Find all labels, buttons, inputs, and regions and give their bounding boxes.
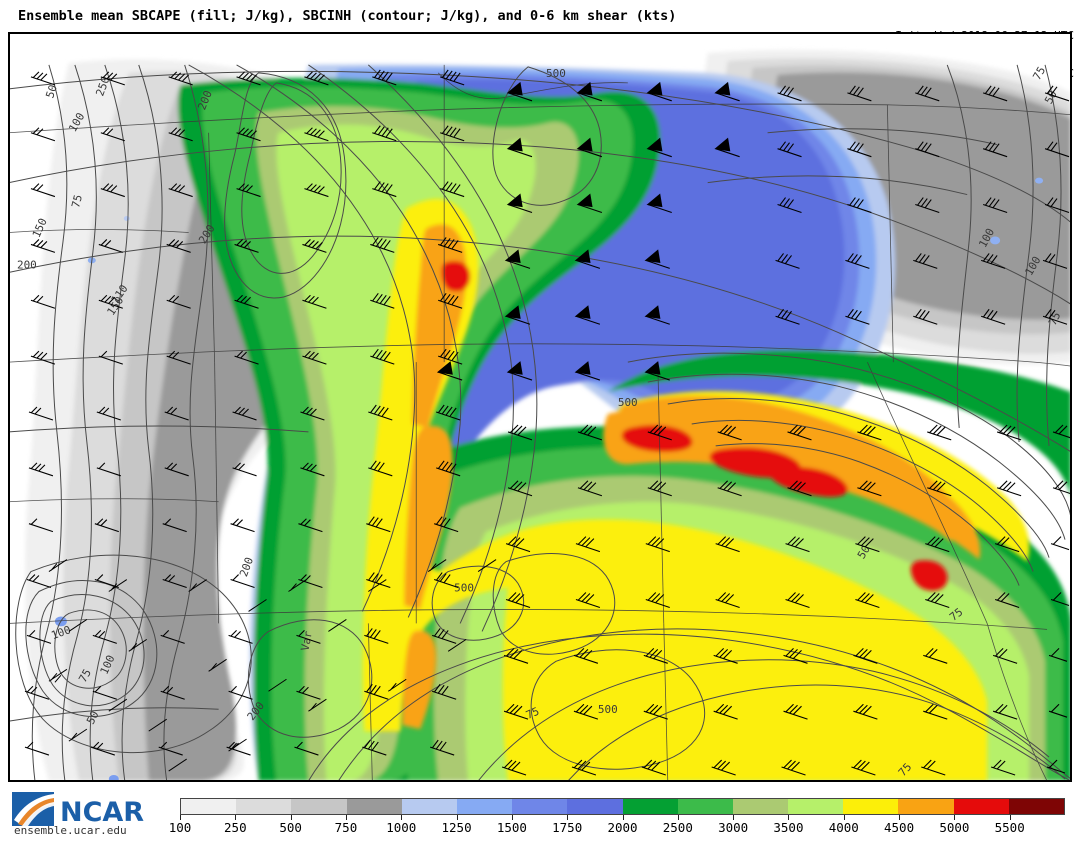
- ncar-logo-mark: NCAR: [12, 792, 144, 828]
- svg-text:75: 75: [76, 667, 94, 685]
- colorbar-swatch-750[interactable]: [346, 799, 402, 814]
- svg-text:50: 50: [84, 709, 102, 727]
- weather-map-canvas[interactable]: 50 100 250 200 75 150 200 110 150 200 20…: [9, 33, 1071, 781]
- colorbar-tick: [788, 815, 790, 820]
- colorbar-tick: [345, 815, 347, 820]
- svg-text:500: 500: [454, 582, 474, 595]
- svg-text:250: 250: [93, 75, 112, 98]
- colorbar-tick-label: 4500: [884, 820, 915, 835]
- colorbar-swatch-1750[interactable]: [567, 799, 623, 814]
- colorbar-swatch-1250[interactable]: [456, 799, 513, 814]
- svg-text:200: 200: [237, 556, 256, 579]
- ncar-wordmark: NCAR: [60, 797, 144, 828]
- map-panel[interactable]: 50 100 250 200 75 150 200 110 150 200 20…: [8, 32, 1072, 782]
- colorbar-tick: [180, 815, 181, 820]
- colorbar-tick-label: 5000: [939, 820, 970, 835]
- colorbar-tick: [622, 815, 624, 820]
- colorbar-swatch-3000[interactable]: [732, 799, 789, 814]
- colorbar-swatch-5500[interactable]: [1008, 799, 1064, 814]
- svg-text:500: 500: [618, 396, 638, 409]
- cape-colorbar-ticks: 100 250 500 750 1000 1250 1500 1750 2000 2500 3000…: [0, 815, 1080, 841]
- colorbar-tick-label: 500: [279, 820, 302, 835]
- colorbar-tick-label: 1750: [552, 820, 583, 835]
- colorbar-swatch-500[interactable]: [291, 799, 347, 814]
- page-title: Ensemble mean SBCAPE (fill; J/kg), SBCIN…: [18, 8, 677, 24]
- colorbar-tick-label: 3000: [718, 820, 749, 835]
- colorbar-tick-label: 2000: [607, 820, 638, 835]
- colorbar-swatch-4500[interactable]: [898, 799, 954, 814]
- colorbar-tick-label: 2500: [662, 820, 693, 835]
- colorbar-tick-label: 1000: [386, 820, 417, 835]
- svg-text:200: 200: [17, 258, 37, 271]
- svg-text:50: 50: [43, 83, 59, 100]
- colorbar-tick-label: 750: [334, 820, 358, 835]
- svg-text:75: 75: [947, 605, 965, 623]
- colorbar-tick-label: 3500: [773, 820, 804, 835]
- colorbar-tick-label: 250: [224, 820, 247, 835]
- colorbar-swatch-1000[interactable]: [401, 799, 457, 814]
- colorbar-tick-label: 4000: [828, 820, 859, 835]
- colorbar-tick-label: 100: [168, 820, 192, 835]
- colorbar-tick: [235, 815, 237, 820]
- svg-text:75: 75: [524, 705, 541, 722]
- colorbar-swatch-2000[interactable]: [622, 799, 678, 814]
- colorbar-swatch-2500[interactable]: [677, 799, 733, 814]
- svg-text:500: 500: [598, 703, 618, 716]
- svg-text:75: 75: [1030, 64, 1048, 82]
- colorbar-tick-label: 1250: [441, 820, 472, 835]
- ncar-site-url[interactable]: ensemble.ucar.edu: [14, 824, 127, 837]
- colorbar-swatch-3500[interactable]: [788, 799, 844, 814]
- svg-text:75: 75: [1046, 310, 1063, 328]
- colorbar-swatch-100[interactable]: [181, 799, 237, 814]
- colorbar-swatch-1500[interactable]: [512, 799, 568, 814]
- colorbar-tick: [677, 815, 679, 820]
- colorbar-tick: [290, 815, 292, 820]
- colorbar-tick: [843, 815, 845, 820]
- svg-text:100: 100: [49, 623, 72, 642]
- colorbar-tick: [899, 815, 901, 820]
- colorbar-tick-label: 1500: [496, 820, 527, 835]
- ncar-logo[interactable]: NCAR: [12, 790, 172, 838]
- svg-text:500: 500: [546, 67, 566, 80]
- colorbar-tick: [733, 815, 735, 820]
- svg-text:75: 75: [69, 193, 85, 209]
- svg-text:Var: Var: [299, 630, 315, 652]
- colorbar-tick-label: 5500: [994, 820, 1025, 835]
- colorbar-tick: [401, 815, 403, 820]
- colorbar-tick: [511, 815, 513, 820]
- colorbar-tick: [567, 815, 569, 820]
- colorbar-swatch-5000[interactable]: [953, 799, 1009, 814]
- colorbar-tick: [456, 815, 458, 820]
- cape-colorbar[interactable]: [180, 798, 1065, 815]
- wind-barb-field: [24, 69, 1071, 776]
- cinh-contours: [9, 64, 1071, 781]
- colorbar-swatch-4000[interactable]: [843, 799, 899, 814]
- colorbar-tick: [1009, 815, 1011, 820]
- colorbar-swatch-250[interactable]: [236, 799, 292, 814]
- colorbar-tick: [954, 815, 956, 820]
